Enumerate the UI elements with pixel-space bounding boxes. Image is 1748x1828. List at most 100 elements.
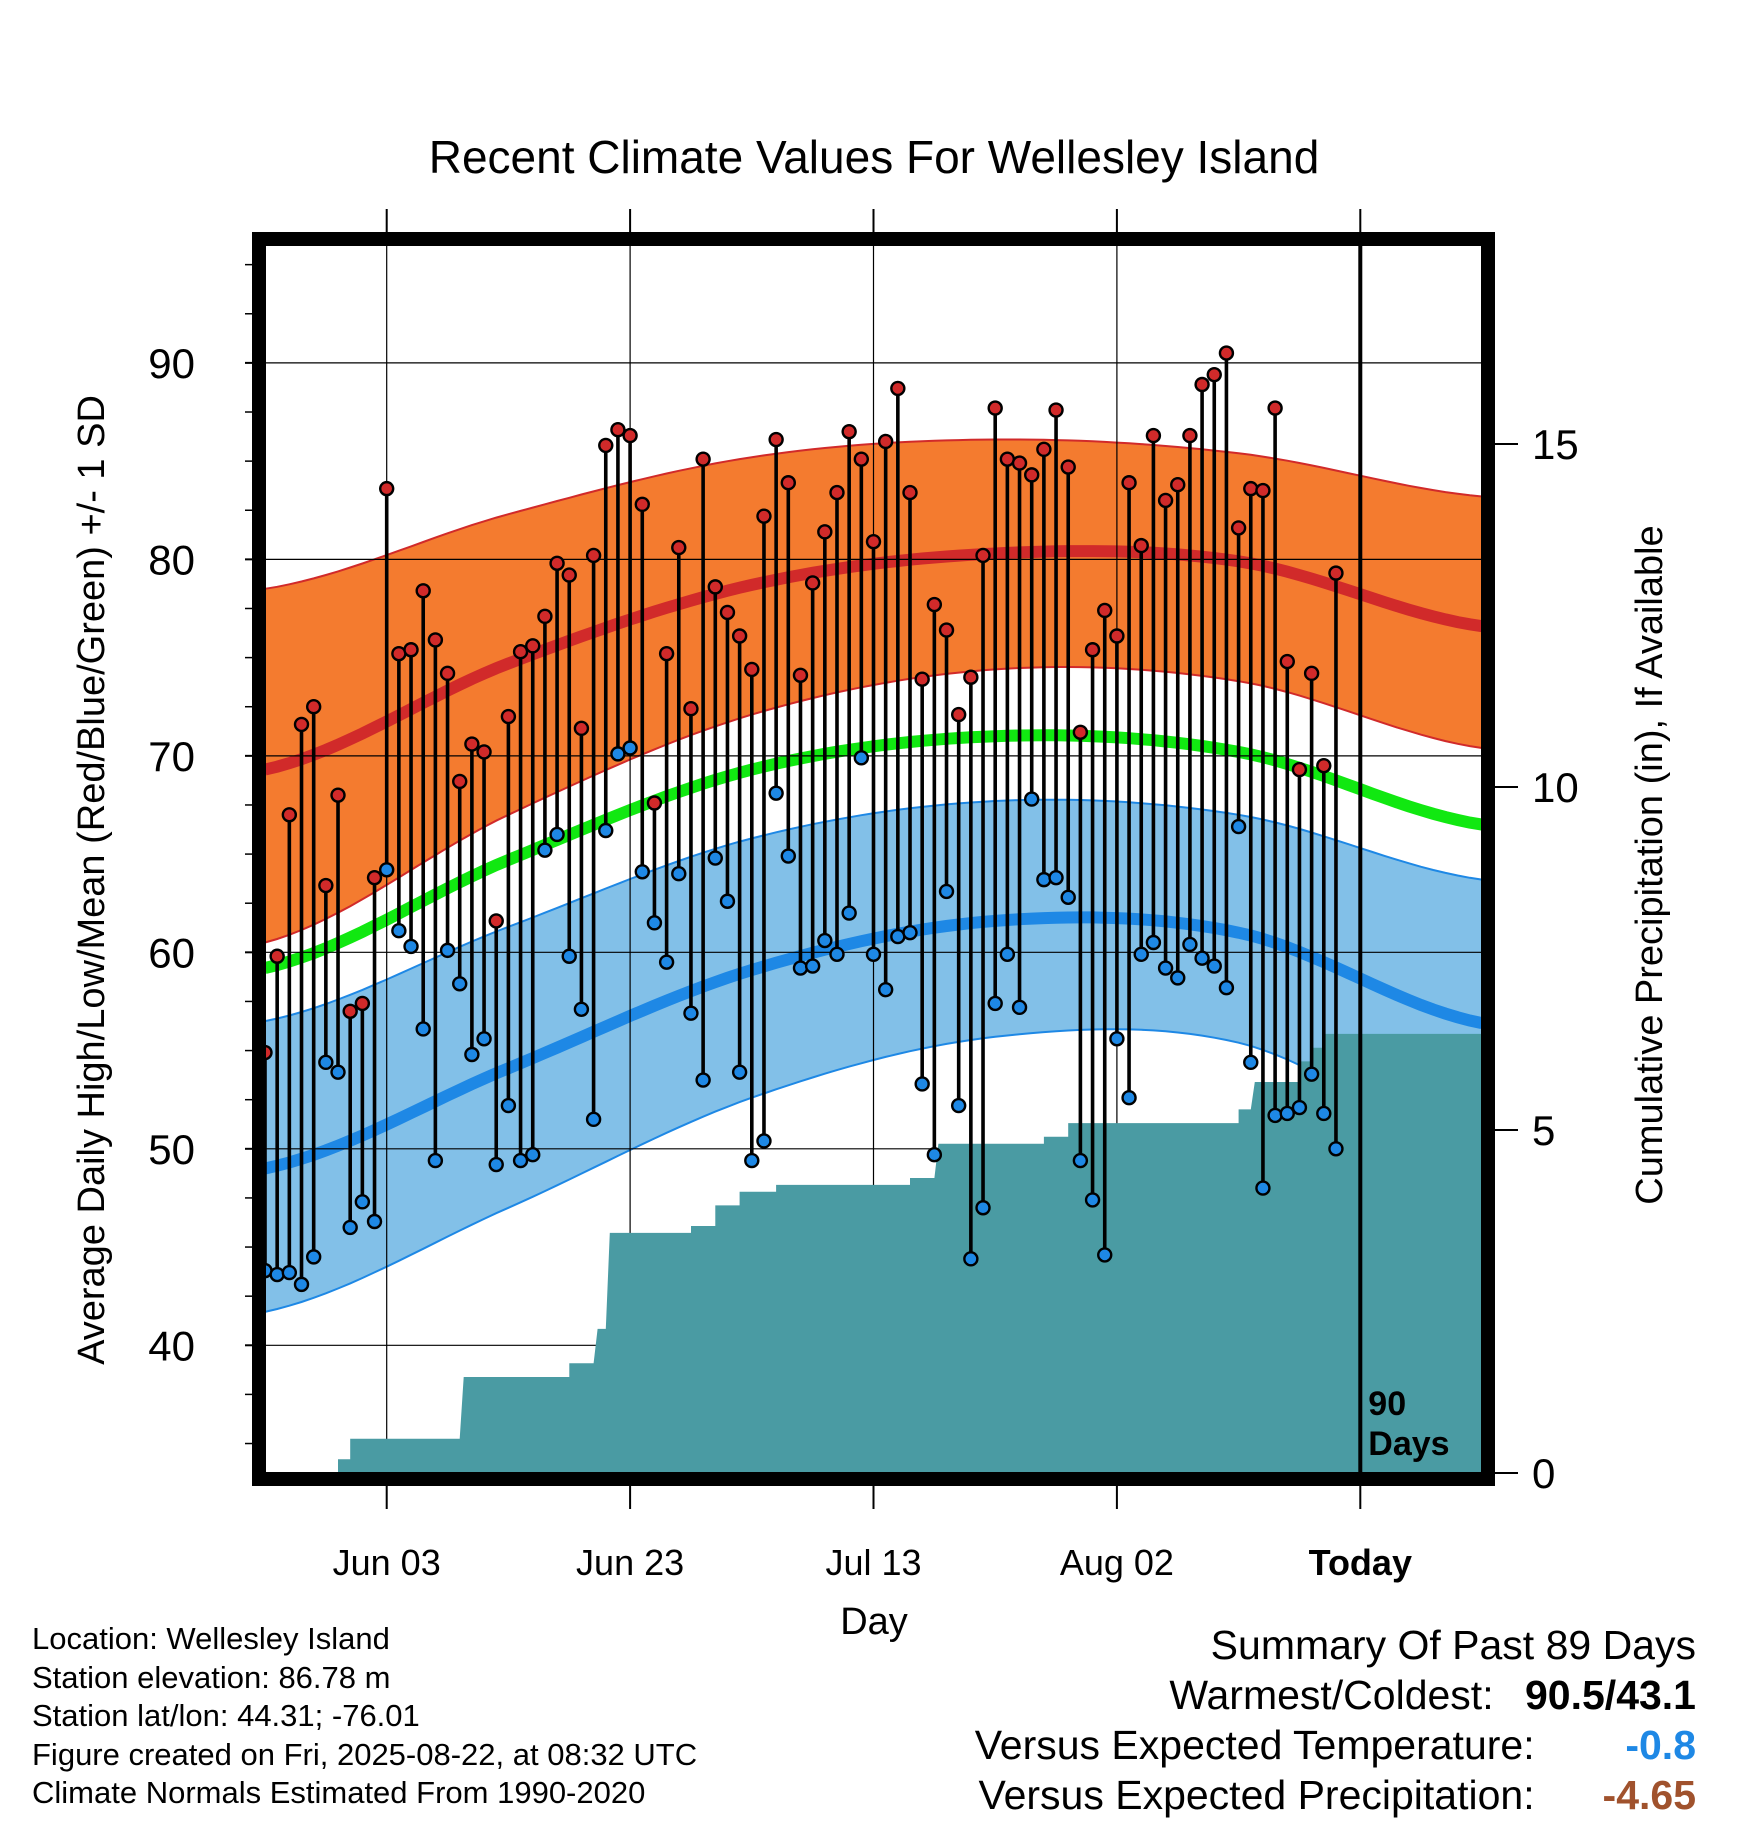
x-tick-label: Jun 23 <box>576 1542 684 1583</box>
created-text: Figure created on Fri, 2025-08-22, at 08… <box>32 1736 698 1772</box>
low-point <box>585 1111 602 1128</box>
low-point <box>354 1194 371 1210</box>
high-point <box>610 421 626 438</box>
high-point <box>1316 757 1332 774</box>
high-point <box>330 787 346 803</box>
high-point <box>561 567 577 583</box>
low-point <box>804 958 821 974</box>
y2-tick-label: 5 <box>1532 1107 1555 1154</box>
high-point <box>598 437 614 454</box>
days-annotation-line: 90 <box>1368 1385 1406 1423</box>
high-point <box>963 669 979 685</box>
high-point <box>853 451 870 467</box>
high-point <box>1121 475 1137 491</box>
y-tick-label: 90 <box>148 340 195 387</box>
low-point <box>549 826 565 843</box>
high-point <box>1194 376 1210 393</box>
x-tick-label: Aug 02 <box>1060 1542 1174 1583</box>
low-point <box>500 1097 517 1114</box>
x-axis-label: Day <box>840 1601 908 1643</box>
low-point <box>707 850 723 866</box>
low-point <box>598 822 614 839</box>
low-point <box>366 1213 383 1230</box>
high-point <box>926 596 943 613</box>
y2-tick-label: 10 <box>1532 764 1579 811</box>
low-point <box>877 981 894 998</box>
plot-frame <box>252 232 1495 1486</box>
low-point <box>525 1147 541 1163</box>
high-point <box>1267 400 1283 416</box>
low-point <box>512 1152 529 1169</box>
high-point <box>549 555 565 571</box>
low-point <box>403 938 419 955</box>
high-point <box>1133 537 1149 554</box>
low-point <box>646 915 663 931</box>
high-point <box>269 948 285 964</box>
low-point <box>427 1152 444 1169</box>
high-point <box>768 431 784 448</box>
high-point <box>695 451 711 467</box>
low-point <box>342 1219 358 1236</box>
high-point <box>1291 761 1308 778</box>
low-point <box>658 954 675 970</box>
temp-row: Versus Expected Temperature: -0.8 <box>975 1720 1696 1770</box>
low-point <box>537 842 553 858</box>
low-point <box>439 942 456 959</box>
low-point <box>476 1031 492 1047</box>
high-point <box>938 622 955 638</box>
high-point <box>1328 565 1344 581</box>
low-point <box>731 1064 748 1080</box>
low-point <box>683 1005 699 1021</box>
high-point <box>1218 345 1235 361</box>
normals-text: Climate Normals Estimated From 1990-2020 <box>32 1775 646 1810</box>
high-point <box>731 628 748 644</box>
low-point <box>1291 1099 1308 1116</box>
y-tick-label: 60 <box>148 929 195 976</box>
low-point <box>452 976 468 992</box>
high-point <box>512 644 529 660</box>
low-point <box>1230 818 1247 835</box>
low-point <box>999 946 1016 962</box>
high-point <box>950 706 967 723</box>
low-point <box>695 1072 711 1088</box>
low-point <box>293 1276 310 1293</box>
high-point <box>1060 459 1076 475</box>
high-point <box>1072 724 1089 740</box>
low-point <box>1206 958 1222 974</box>
high-point <box>817 524 833 540</box>
low-point <box>963 1251 979 1267</box>
low-point <box>1255 1180 1271 1196</box>
low-point <box>756 1133 772 1149</box>
days-annotation: 90 Days <box>1368 1385 1449 1463</box>
low-point <box>1109 1031 1125 1047</box>
high-point <box>707 579 723 595</box>
y2-tick-label: 0 <box>1532 1450 1555 1497</box>
y-tick-label: 50 <box>148 1126 195 1173</box>
high-point <box>537 608 553 625</box>
warm-cold-row: Warmest/Coldest: 90.5/43.1 <box>975 1670 1696 1720</box>
high-point <box>902 484 918 501</box>
low-point <box>281 1264 298 1281</box>
low-point <box>330 1064 346 1080</box>
high-point <box>1206 366 1222 383</box>
low-point <box>719 893 736 909</box>
low-point <box>926 1147 943 1163</box>
low-point <box>1097 1247 1113 1263</box>
low-point <box>1084 1192 1101 1208</box>
high-point <box>585 547 602 564</box>
high-point <box>756 508 772 524</box>
high-point <box>379 480 395 497</box>
low-point <box>841 905 857 921</box>
high-point <box>293 716 310 733</box>
low-point <box>950 1097 967 1114</box>
high-point <box>1036 441 1052 458</box>
x-tick-label: Jun 03 <box>333 1542 441 1583</box>
low-point <box>1170 970 1186 986</box>
low-point <box>1072 1152 1089 1169</box>
high-point <box>1084 642 1101 658</box>
high-point <box>452 773 468 790</box>
high-point <box>792 667 809 683</box>
low-point <box>987 995 1003 1012</box>
y-tick-label: 40 <box>148 1322 195 1369</box>
low-point <box>318 1054 334 1071</box>
